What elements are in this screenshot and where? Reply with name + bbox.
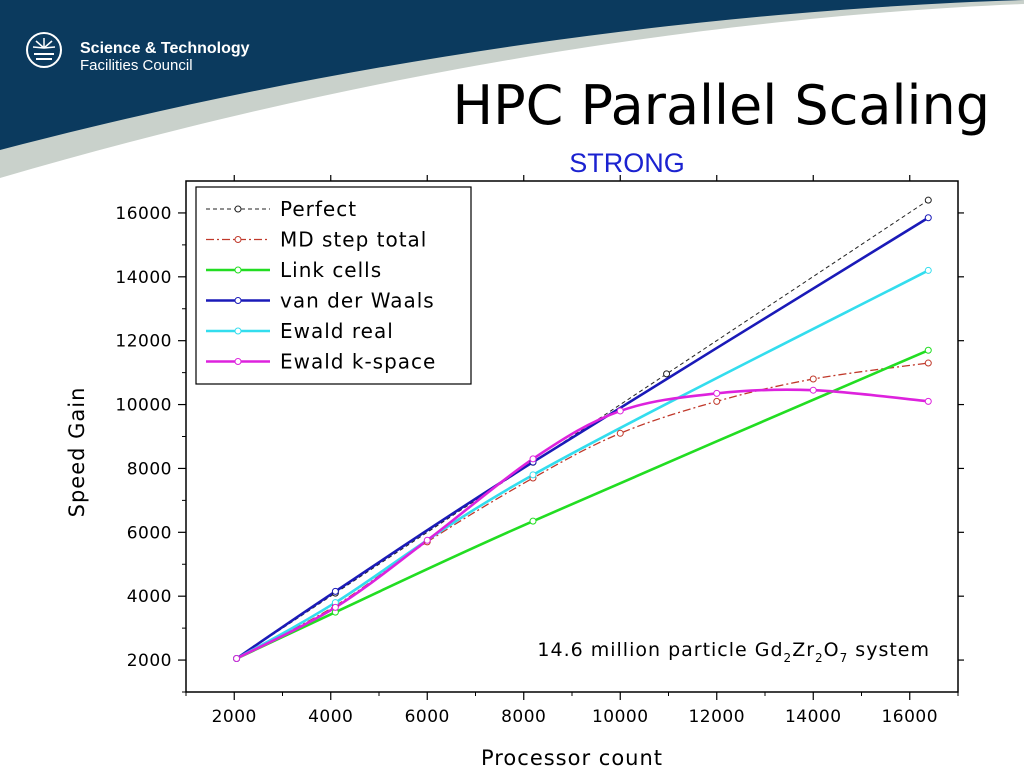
stfc-logo-icon [26,32,62,68]
series-point [529,455,537,463]
series-line [236,349,929,660]
chart-axes: 2000 4000 6000 8000 10000 12000 14000 16000 2000… [115,175,964,727]
slide-title: HPC Parallel Scaling [452,74,990,137]
legend-marker [234,358,242,365]
series-point [924,359,932,367]
y-tick-label: 2000 [127,651,172,671]
x-tick-label: 4000 [308,707,353,727]
y-axis-label: Speed Gain [65,387,89,518]
x-axis-label: Processor count [481,746,663,768]
y-tick-label: 14000 [115,268,172,288]
series-point [924,214,932,222]
series-point [713,397,721,405]
series-line [235,388,929,660]
legend-label: Perfect [280,197,357,221]
legend-label: van der Waals [280,289,435,313]
legend-marker [234,327,242,335]
x-tick-label: 12000 [688,707,745,727]
series-point [233,655,241,663]
series-point [616,407,624,415]
series-point [616,429,624,437]
x-tick-label: 2000 [212,707,257,727]
legend-label: Ewald k-space [280,350,436,374]
series-point [529,517,537,525]
series-line [236,199,929,659]
series-point [331,603,339,611]
series-point [529,471,537,479]
x-tick-label: 10000 [592,707,649,727]
series-point [924,346,932,354]
legend-box [195,186,472,385]
y-tick-label: 12000 [115,332,172,352]
legend-label: MD step total [280,228,427,252]
legend-label: Link cells [280,258,382,282]
organization-logo: Science & Technology Facilities Council [80,40,250,74]
series-point [423,536,431,544]
series-point [924,397,932,405]
series-point [331,587,339,595]
slide-subtitle: STRONG [569,148,685,178]
y-tick-label: 10000 [115,396,172,416]
series-point [713,389,721,397]
legend-marker [234,205,242,213]
series-line [236,362,929,660]
series-point [809,386,817,394]
series-point [809,375,817,383]
series-point [663,370,671,378]
x-tick-label: 8000 [501,707,546,727]
x-tick-label: 6000 [405,707,450,727]
legend-label: Ewald real [280,319,394,343]
chart-legend: Perfect MD step total Link cells van der Wa… [195,186,472,385]
chart-annotation: 14.6 million particle Gd2Zr2O7 system [537,639,930,665]
series-point [924,266,932,274]
x-tick-label: 16000 [881,707,938,727]
org-name-line1: Science & Technology [80,40,250,57]
legend-marker [234,297,242,304]
series-line [235,269,929,660]
y-tick-label: 8000 [127,459,172,479]
legend-marker [234,266,242,274]
y-tick-label: 16000 [115,204,172,224]
legend-marker [234,236,242,243]
y-tick-label: 6000 [127,523,172,543]
y-tick-label: 4000 [127,587,172,607]
series-point [924,196,932,204]
org-name-line2: Facilities Council [80,57,193,74]
x-tick-label: 14000 [785,707,842,727]
chart-series [233,196,932,663]
